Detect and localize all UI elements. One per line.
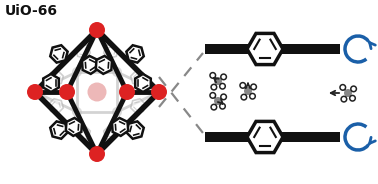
Polygon shape: [104, 44, 118, 58]
Circle shape: [59, 84, 75, 100]
Polygon shape: [66, 118, 82, 136]
Circle shape: [89, 22, 105, 38]
Circle shape: [72, 67, 82, 77]
Circle shape: [344, 89, 352, 97]
Circle shape: [211, 104, 217, 110]
Circle shape: [112, 67, 122, 77]
Circle shape: [221, 74, 226, 80]
Circle shape: [211, 84, 217, 90]
Polygon shape: [76, 126, 90, 140]
Circle shape: [210, 73, 215, 78]
Polygon shape: [104, 126, 118, 140]
Circle shape: [214, 97, 222, 105]
Polygon shape: [49, 99, 63, 113]
Bar: [205, 44, 340, 54]
Circle shape: [351, 86, 356, 92]
Polygon shape: [82, 56, 98, 74]
Circle shape: [72, 107, 82, 117]
Circle shape: [244, 87, 252, 95]
Circle shape: [220, 103, 225, 109]
Circle shape: [27, 84, 43, 100]
Polygon shape: [112, 118, 128, 136]
Circle shape: [221, 94, 226, 100]
Polygon shape: [126, 121, 144, 139]
Circle shape: [214, 77, 222, 85]
Circle shape: [341, 96, 347, 102]
Polygon shape: [76, 44, 90, 58]
Circle shape: [87, 82, 107, 102]
Circle shape: [251, 84, 256, 90]
Circle shape: [89, 146, 105, 162]
Polygon shape: [96, 56, 112, 74]
Circle shape: [112, 107, 122, 117]
Circle shape: [151, 84, 167, 100]
Circle shape: [350, 95, 355, 101]
Polygon shape: [50, 45, 68, 63]
Circle shape: [220, 83, 225, 89]
Circle shape: [119, 84, 135, 100]
Polygon shape: [49, 71, 63, 85]
Polygon shape: [43, 74, 59, 92]
Polygon shape: [126, 45, 144, 63]
Circle shape: [240, 83, 246, 88]
Polygon shape: [50, 121, 68, 139]
Bar: [205, 132, 340, 142]
Polygon shape: [131, 71, 145, 85]
Circle shape: [241, 94, 247, 100]
Text: UiO-66: UiO-66: [5, 4, 58, 18]
Circle shape: [250, 93, 255, 99]
Polygon shape: [135, 74, 151, 92]
Polygon shape: [247, 33, 283, 65]
Circle shape: [210, 93, 215, 98]
Circle shape: [340, 85, 345, 90]
Polygon shape: [247, 121, 283, 153]
Polygon shape: [131, 99, 145, 113]
